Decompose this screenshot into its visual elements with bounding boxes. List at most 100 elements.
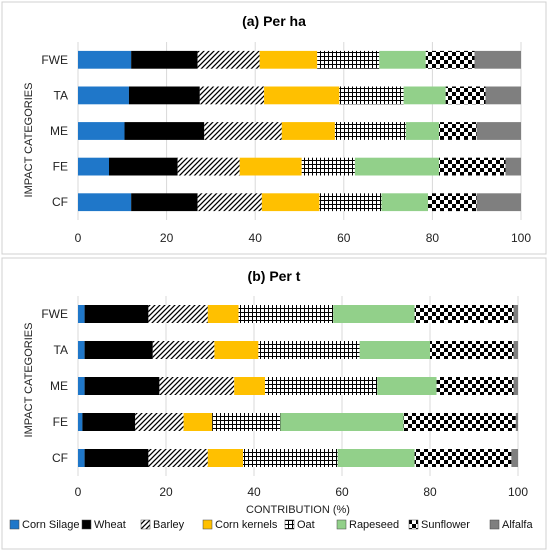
bar-segment-corn-kernels: [207, 449, 243, 467]
legend-item-rapeseed: Rapeseed: [336, 519, 399, 531]
x-tick-label: 80: [426, 231, 440, 245]
x-tick-label: 60: [335, 485, 349, 499]
bar-segment-sunflower: [445, 86, 486, 105]
bar-segment-oat: [258, 341, 360, 359]
legend-swatch: [284, 519, 295, 530]
legend-label: Oat: [297, 519, 315, 531]
bar-segment-corn-kernels: [239, 157, 302, 176]
category-label: TA: [54, 343, 68, 357]
x-tick-label: 20: [160, 231, 174, 245]
bar-segment-corn-kernels: [281, 122, 335, 140]
category-labels: FWE TA ME FE CF: [41, 307, 68, 465]
bar-segment-sunflower: [436, 377, 514, 395]
bar-segment-sunflower: [439, 157, 506, 176]
bar-segment-corn-silage: [78, 341, 85, 359]
bar-segment-alfalfa: [505, 157, 521, 176]
panel-title: (b) Per t: [248, 268, 301, 284]
bar-segment-sunflower: [427, 193, 477, 212]
bar-segment-corn-kernels: [214, 341, 259, 359]
bar-segment-rapeseed: [333, 305, 415, 323]
bar-segment-rapeseed: [403, 86, 446, 105]
category-label: TA: [54, 88, 68, 102]
legend-swatch: [408, 519, 419, 530]
bar-segment-barley: [159, 377, 235, 395]
bar-segment-alfalfa: [485, 86, 521, 105]
bar-segment-sunflower: [403, 413, 516, 431]
bar-segment-oat: [334, 122, 406, 140]
bar-segment-alfalfa: [513, 377, 518, 395]
bar-segment-wheat: [131, 50, 198, 69]
category-label: CF: [52, 195, 68, 209]
legend-label: Alfalfa: [502, 519, 533, 531]
category-label: FWE: [41, 53, 68, 67]
panel-per-t: (b) Per t IMPACT CATEGORIES CONTRIBUTION…: [1, 257, 547, 550]
bar-segment-oat: [265, 377, 378, 395]
bar-segment-rapeseed: [377, 377, 437, 395]
y-axis-title: IMPACT CATEGORIES: [23, 83, 35, 198]
category-label: CF: [52, 451, 68, 465]
bar-segment-corn-silage: [78, 377, 85, 395]
bar-segment-corn-silage: [78, 122, 125, 140]
bar-segment-oat: [212, 413, 281, 431]
legend-swatch: [140, 519, 151, 530]
legend-label: Sunflower: [421, 519, 470, 531]
bar-segment-oat: [243, 449, 338, 467]
bar-segment-corn-silage: [78, 449, 85, 467]
legend-label: Rapeseed: [349, 519, 399, 531]
bar-segment-sunflower: [439, 122, 477, 140]
x-tick-label: 0: [75, 231, 82, 245]
legend-item-wheat: Wheat: [81, 519, 126, 531]
bar-segment-corn-silage: [78, 305, 85, 323]
legend-item-sunflower: Sunflower: [408, 519, 470, 531]
bar-segment-rapeseed: [381, 193, 428, 212]
bar-segment-corn-kernels: [207, 305, 239, 323]
bar-segment-corn-silage: [78, 413, 83, 431]
bars: [78, 305, 518, 467]
x-axis-title: CONTRIBUTION (%): [246, 504, 350, 516]
bar-segment-alfalfa: [474, 50, 521, 69]
bar-segment-wheat: [84, 377, 160, 395]
bar-segment-rapeseed: [337, 449, 415, 467]
bar-segment-oat: [317, 50, 380, 69]
bar-segment-alfalfa: [513, 305, 518, 323]
bar-segment-corn-silage: [78, 157, 110, 176]
x-tick-label: 0: [75, 485, 82, 499]
x-tick-labels: 0 20 40 60 80 100: [75, 231, 532, 245]
bar-segment-alfalfa: [515, 413, 518, 431]
bar-segment-rapeseed: [354, 157, 440, 176]
bar-segment-corn-silage: [78, 50, 132, 69]
y-axis-title: IMPACT CATEGORIES: [23, 323, 35, 438]
legend-label: Corn kernels: [215, 519, 278, 531]
category-label: ME: [50, 124, 68, 138]
bar-segment-corn-kernels: [264, 86, 340, 105]
x-tick-label: 100: [511, 231, 531, 245]
legend-item-corn-silage: Corn Silage: [9, 519, 79, 531]
bar-segment-alfalfa: [476, 193, 521, 212]
bar-segment-corn-kernels: [259, 50, 318, 69]
bar-segment-barley: [177, 157, 240, 176]
bar-segment-alfalfa: [476, 122, 521, 140]
x-tick-label: 60: [337, 231, 351, 245]
panel-title: (a) Per ha: [242, 13, 306, 29]
category-label: FE: [53, 160, 68, 174]
bar-segment-corn-kernels: [234, 377, 265, 395]
category-label: ME: [50, 379, 68, 393]
bar-segment-corn-kernels: [183, 413, 213, 431]
x-tick-label: 100: [508, 485, 528, 499]
bar-segment-oat: [319, 193, 382, 212]
legend-item-barley: Barley: [140, 519, 185, 531]
category-label: FE: [53, 415, 68, 429]
bar-segment-rapeseed: [280, 413, 404, 431]
bar-segment-wheat: [84, 341, 153, 359]
bar-segment-barley: [199, 86, 265, 105]
bar-segment-wheat: [128, 86, 200, 105]
legend-item-oat: Oat: [284, 519, 315, 531]
category-labels: FWE TA ME FE CF: [41, 53, 68, 209]
bar-segment-wheat: [84, 449, 149, 467]
category-label: FWE: [41, 307, 68, 321]
bar-segment-sunflower: [430, 341, 514, 359]
bar-segment-barley: [135, 413, 184, 431]
bar-segment-wheat: [84, 305, 149, 323]
bar-segment-rapeseed: [405, 122, 440, 140]
